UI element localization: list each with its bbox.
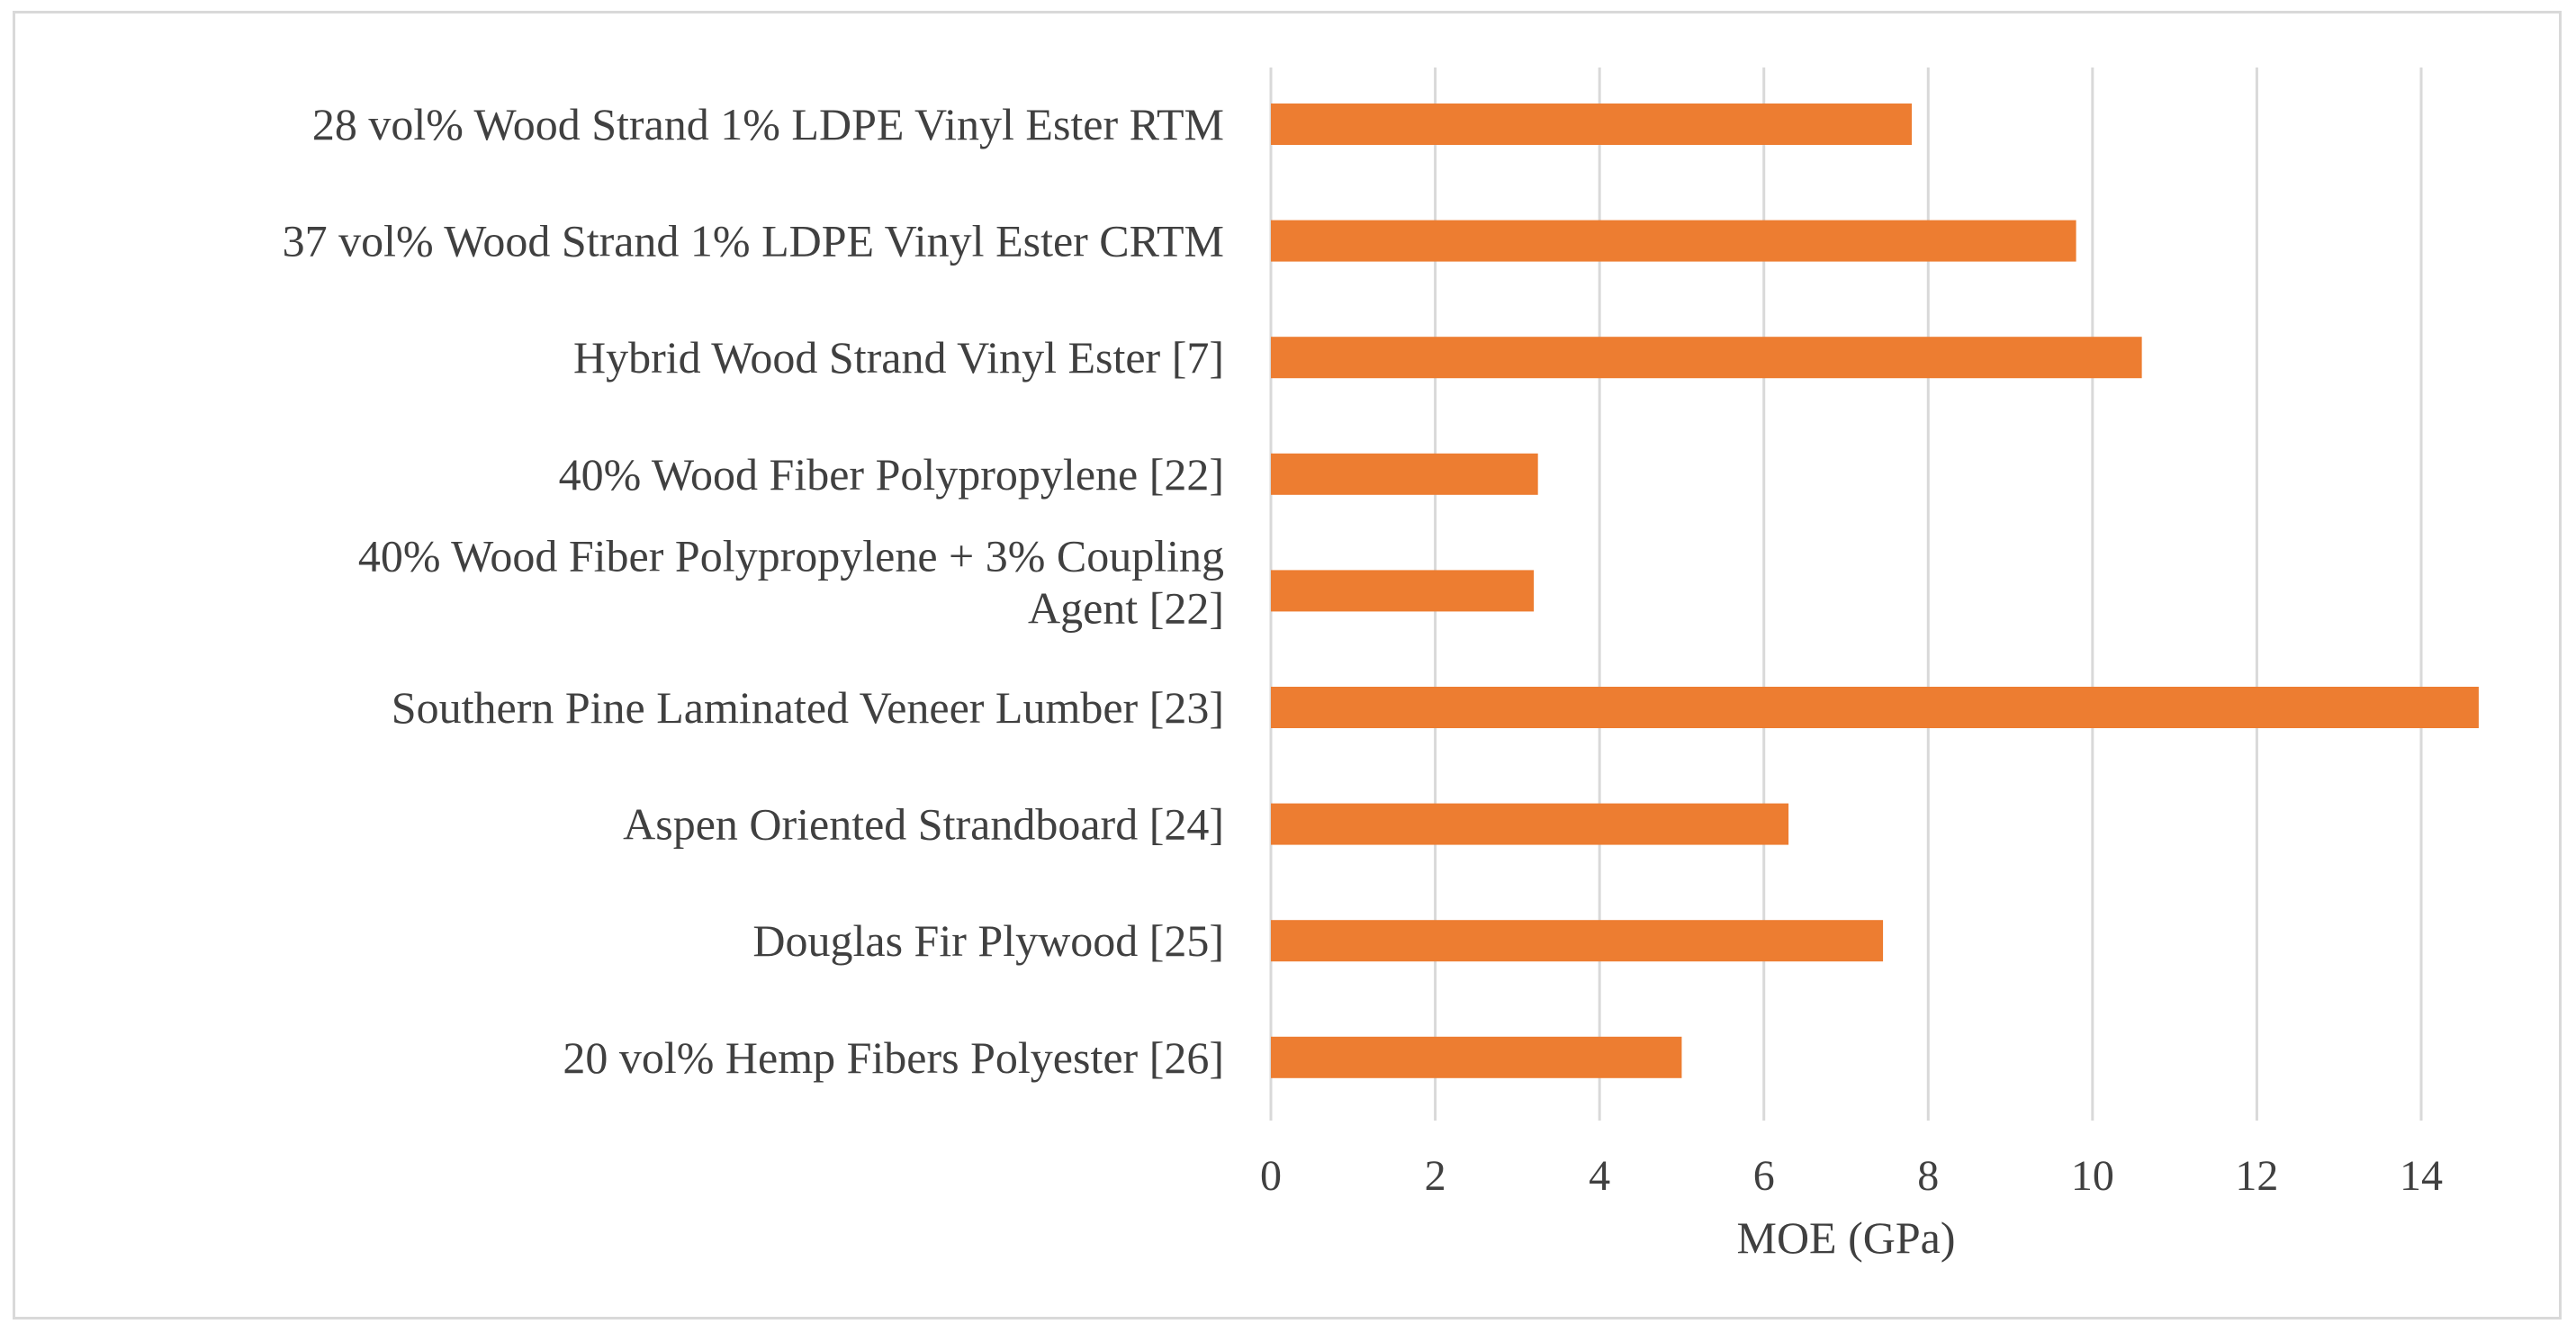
- category-label: 40% Wood Fiber Polypropylene + 3% Coupli…: [358, 530, 1224, 633]
- category-label: Aspen Oriented Strandboard [24]: [623, 799, 1224, 850]
- bar: [1271, 104, 1913, 145]
- bar: [1271, 570, 1535, 612]
- category-label: Hybrid Wood Strand Vinyl Ester [7]: [573, 332, 1224, 383]
- category-label-line: 40% Wood Fiber Polypropylene + 3% Coupli…: [358, 530, 1224, 581]
- x-tick-label: 2: [1425, 1152, 1446, 1200]
- x-tick-label: 0: [1260, 1152, 1282, 1200]
- category-label: Southern Pine Laminated Veneer Lumber [2…: [392, 682, 1224, 733]
- bar: [1271, 1036, 1682, 1078]
- x-axis-title: MOE (GPa): [1736, 1212, 1955, 1263]
- category-label-line: 40% Wood Fiber Polypropylene [22]: [559, 449, 1224, 500]
- category-label-line: Hybrid Wood Strand Vinyl Ester [7]: [573, 332, 1224, 383]
- x-tick-label: 10: [2071, 1152, 2114, 1200]
- x-tick-label: 12: [2235, 1152, 2278, 1200]
- bar: [1271, 687, 2479, 728]
- category-label: Douglas Fir Plywood [25]: [752, 915, 1224, 966]
- category-label: 40% Wood Fiber Polypropylene [22]: [559, 449, 1224, 500]
- category-label-line: Agent [22]: [1028, 582, 1224, 633]
- bar: [1271, 337, 2142, 379]
- category-label: 28 vol% Wood Strand 1% LDPE Vinyl Ester …: [312, 99, 1224, 149]
- category-label-line: Aspen Oriented Strandboard [24]: [623, 799, 1224, 850]
- category-label: 37 vol% Wood Strand 1% LDPE Vinyl Ester …: [283, 216, 1224, 266]
- bar: [1271, 453, 1538, 495]
- x-tick-label: 6: [1753, 1152, 1775, 1200]
- category-labels: 28 vol% Wood Strand 1% LDPE Vinyl Ester …: [283, 99, 1224, 1083]
- category-label-line: 28 vol% Wood Strand 1% LDPE Vinyl Ester …: [312, 99, 1224, 149]
- category-label-line: 20 vol% Hemp Fibers Polyester [26]: [563, 1032, 1224, 1083]
- x-tick-labels: 0 2 4 6 8 10 12 14: [1260, 1152, 2443, 1200]
- category-label-line: 37 vol% Wood Strand 1% LDPE Vinyl Ester …: [283, 216, 1224, 266]
- bar: [1271, 803, 1789, 845]
- x-tick-label: 14: [2400, 1152, 2443, 1200]
- x-tick-label: 8: [1917, 1152, 1939, 1200]
- category-label-line: Douglas Fir Plywood [25]: [752, 915, 1224, 966]
- category-label-line: Southern Pine Laminated Veneer Lumber [2…: [392, 682, 1224, 733]
- x-tick-label: 4: [1589, 1152, 1610, 1200]
- category-label: 20 vol% Hemp Fibers Polyester [26]: [563, 1032, 1224, 1083]
- bars: [1271, 104, 2479, 1078]
- bar: [1271, 920, 1884, 962]
- bar: [1271, 220, 2076, 262]
